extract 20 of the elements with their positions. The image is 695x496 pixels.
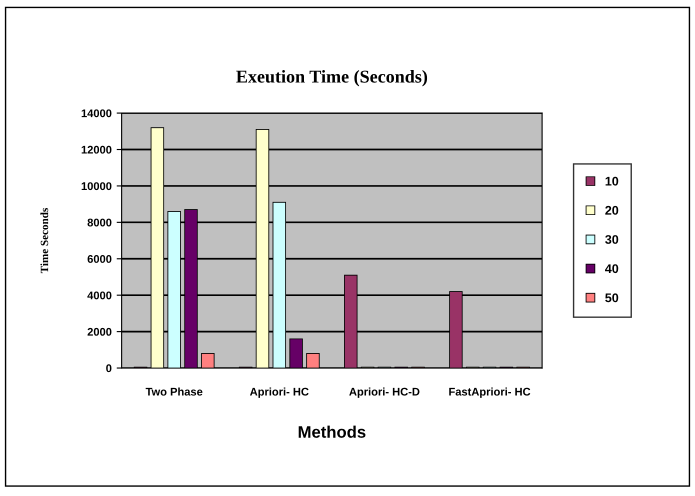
x-tick-label: Apriori- HC — [250, 387, 309, 398]
y-tick-label: 2000 — [88, 328, 112, 336]
x-tick-label: Apriori- HC-D — [349, 387, 420, 398]
legend-label: 50 — [605, 293, 618, 302]
y-tick-label: 12000 — [82, 146, 112, 154]
y-tick-label: 0 — [106, 364, 112, 372]
y-tick-label: 10000 — [82, 182, 112, 190]
y-tick-label: 14000 — [82, 109, 112, 118]
y-tick-label: 4000 — [87, 291, 112, 300]
x-tick-label: FastApriori- HC — [449, 387, 530, 398]
legend-label: 40 — [605, 264, 618, 274]
y-tick-label: 6000 — [88, 255, 112, 263]
x-tick-label: Two Phase — [146, 387, 202, 396]
chart-title: Exeution Time (Seconds) — [236, 70, 428, 86]
legend-label: 30 — [605, 235, 618, 244]
legend-label: 20 — [605, 206, 618, 215]
legend-label: 10 — [606, 176, 618, 186]
y-axis-title: Time Seconds — [40, 208, 48, 274]
y-tick-label: 8000 — [88, 218, 112, 226]
x-axis-title: Methods — [298, 426, 366, 438]
